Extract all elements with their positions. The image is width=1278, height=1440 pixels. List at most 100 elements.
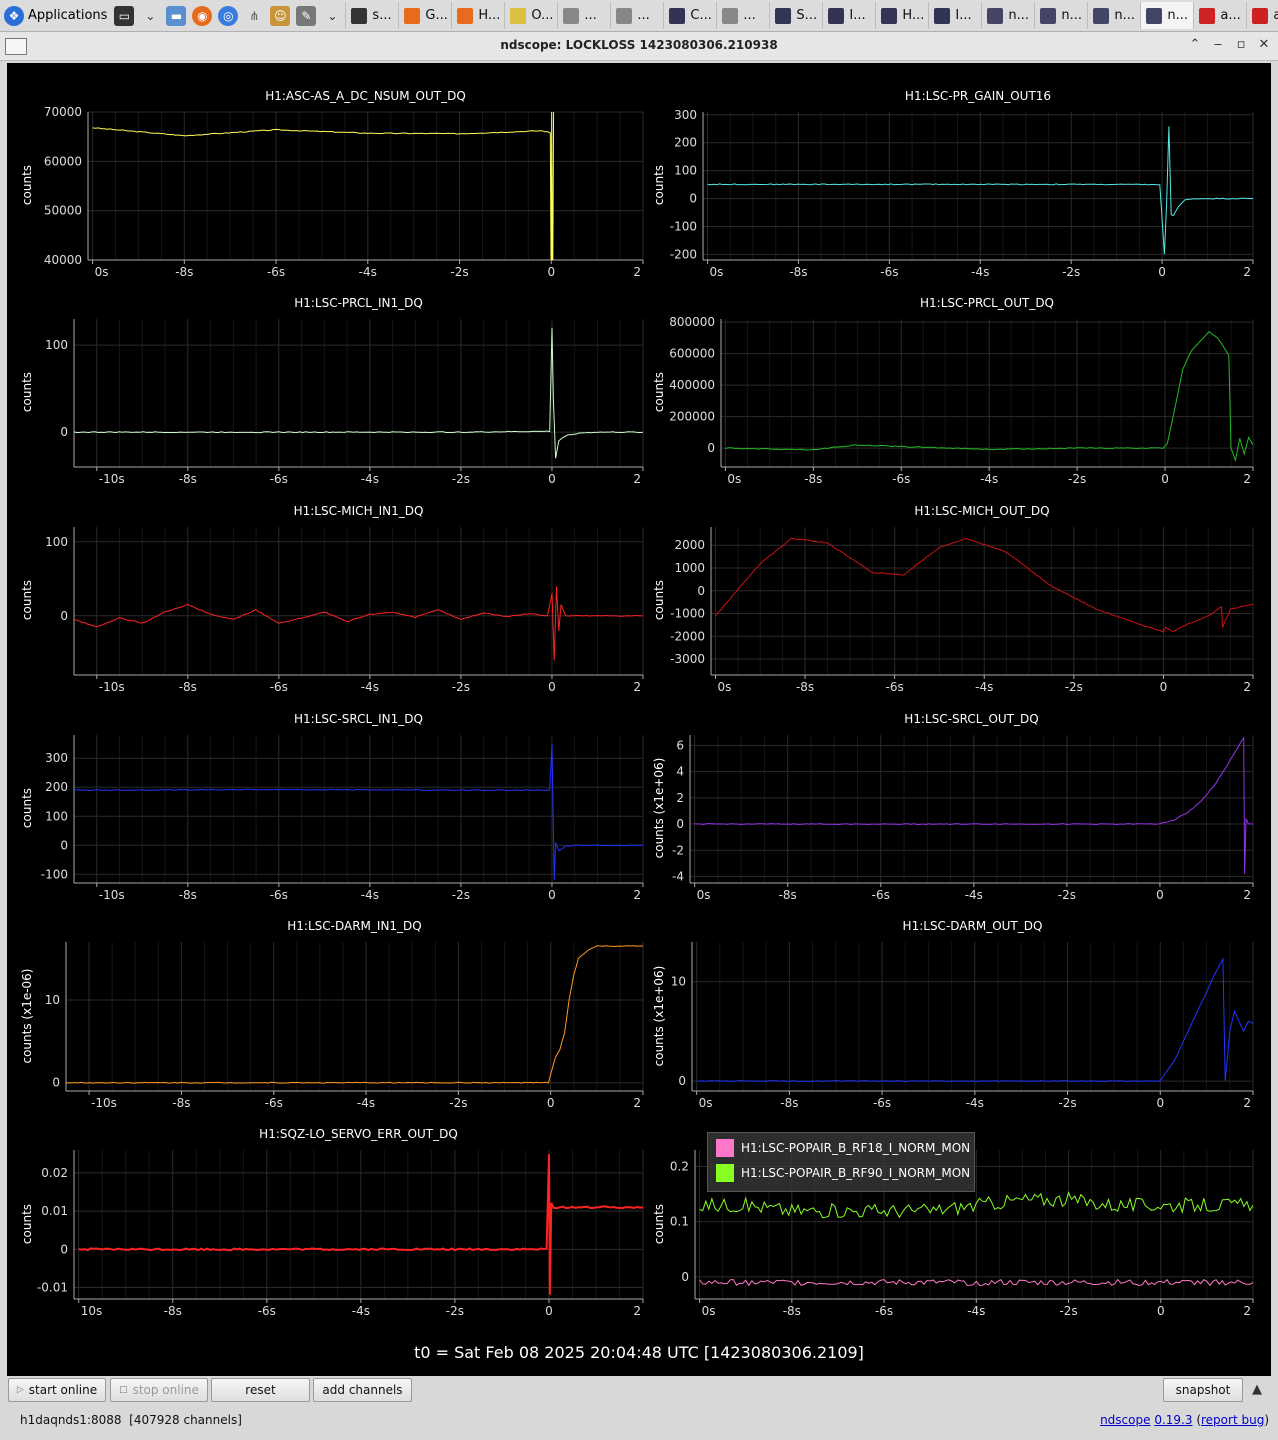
stop-online-button[interactable]: □ stop online <box>110 1378 208 1402</box>
x-tick-label: 0s <box>697 888 711 902</box>
y-tick-label: 600000 <box>669 347 715 361</box>
plot-title: H1:SQZ-LO_SERVO_ERR_OUT_DQ <box>259 1127 458 1141</box>
taskbar: ❖ Applications ▭ ⌄ ▬ ◉ ◎ ⋔ ☺ ✎ ⌄ s... G..… <box>0 0 1278 32</box>
keep-above-icon[interactable]: ⌃ <box>1189 37 1201 52</box>
y-tick-label: 0 <box>707 441 715 455</box>
start-online-button[interactable]: ▷ start online <box>8 1378 106 1402</box>
app-name-link[interactable]: ndscope <box>1100 1413 1151 1427</box>
x-tick-label: -8s <box>796 680 814 694</box>
taskbar-task[interactable]: I... <box>822 2 875 29</box>
browser-icon[interactable]: ◎ <box>218 5 239 26</box>
taskbar-task[interactable]: S... <box>769 2 822 29</box>
x-tick-label: -4s <box>980 472 998 486</box>
task-window-icon <box>563 7 580 24</box>
taskbar-task[interactable]: n... <box>1087 2 1140 29</box>
taskbar-task[interactable]: s... <box>345 2 398 29</box>
legend-label: H1:LSC-POPAIR_B_RF90_I_NORM_MON <box>741 1166 971 1180</box>
plot-9[interactable]: -10s -8s -6s -4s -2s 0 2 0 10 <box>7 63 1271 1376</box>
y-tick-label: -4 <box>672 869 684 883</box>
plot-11[interactable]: 10s -8s -6s -4s -2s 0 2 -0.01 0 0.01 0.02 <box>7 63 1271 1376</box>
taskbar-task[interactable]: I... <box>928 2 981 29</box>
plot-4[interactable]: 0s -8s -6s -4s -2s 0 2020000040000060000080000… <box>7 63 1271 1376</box>
chevron-down-icon[interactable]: ⌄ <box>145 8 156 23</box>
plot-8[interactable]: 0s -8s -6s -4s -2s 0 2 -4 -2 0 2 4 6 <box>7 63 1271 1376</box>
y-tick-label: 10 <box>671 975 686 989</box>
taskbar-task[interactable]: n... <box>1034 2 1087 29</box>
taskbar-task[interactable]: a... <box>1193 2 1246 29</box>
reset-button[interactable]: reset <box>211 1378 310 1402</box>
maximize-icon[interactable]: ▫ <box>1236 37 1246 52</box>
x-tick-label: -6s <box>265 1096 283 1110</box>
y-tick-label: 0 <box>676 817 684 831</box>
legend-item: H1:LSC-POPAIR_B_RF18_I_NORM_MON <box>716 1139 970 1157</box>
chevron-down-icon[interactable]: ⌄ <box>327 8 338 23</box>
plot-area[interactable]: t0 = Sat Feb 08 2025 20:04:48 UTC [14230… <box>7 63 1271 1376</box>
y-axis-label: counts <box>652 1203 666 1244</box>
users-icon[interactable]: ☺ <box>270 5 291 26</box>
terminal-icon[interactable]: ▭ <box>114 5 135 26</box>
plot-12[interactable]: 0s -8s -6s -4s -2s 0 2 0 0.1 0.2 <box>7 63 1271 1376</box>
x-tick-label: -8s <box>179 472 197 486</box>
report-bug-link[interactable]: report bug <box>1201 1413 1265 1427</box>
task-label: I... <box>955 8 972 23</box>
x-tick-label: 2 <box>1243 265 1251 279</box>
x-tick-label: 2 <box>633 472 641 486</box>
taskbar-task[interactable]: ... <box>610 2 663 29</box>
folder-icon[interactable]: ▬ <box>166 5 187 26</box>
y-tick-label: 400000 <box>669 378 715 392</box>
taskbar-task[interactable]: H... <box>875 2 928 29</box>
y-tick-label: 0 <box>60 609 68 623</box>
notes-icon[interactable]: ✎ <box>296 5 317 26</box>
taskbar-task[interactable]: H... <box>451 2 504 29</box>
y-tick-label: 0 <box>697 584 705 598</box>
plot-title: H1:LSC-MICH_OUT_DQ <box>914 504 1050 518</box>
minimize-icon[interactable]: ‒ <box>1213 37 1223 52</box>
x-tick-label: 0s <box>717 680 731 694</box>
y-tick-label: -1000 <box>670 607 705 621</box>
x-tick-label: -4s <box>359 265 377 279</box>
y-tick-label: 0 <box>689 192 697 206</box>
x-tick-label: -4s <box>361 680 379 694</box>
taskbar-task[interactable]: ... <box>557 2 610 29</box>
task-window-icon <box>828 7 845 24</box>
taskbar-task[interactable]: O... <box>504 2 557 29</box>
task-label: n... <box>1114 8 1136 23</box>
taskbar-task[interactable]: C... <box>663 2 716 29</box>
task-label: G... <box>425 8 448 23</box>
firefox-icon[interactable]: ◉ <box>192 5 213 26</box>
legend[interactable]: H1:LSC-POPAIR_B_RF18_I_NORM_MON H1:LSC-PO… <box>707 1132 975 1192</box>
taskbar-task[interactable]: a... <box>1246 2 1278 29</box>
x-tick-label: 0 <box>548 472 556 486</box>
y-tick-label: 0 <box>52 1076 60 1090</box>
x-tick-label: -2s <box>1058 888 1076 902</box>
taskbar-task[interactable]: n... <box>1140 2 1194 29</box>
window-menu-button[interactable] <box>5 38 27 55</box>
reset-label: reset <box>245 1383 276 1397</box>
y-tick-label: 40000 <box>44 253 82 267</box>
series-line <box>92 112 555 260</box>
y-tick-label: 200 <box>45 780 68 794</box>
x-tick-label: -4s <box>971 265 989 279</box>
x-tick-label: -8s <box>783 1304 801 1318</box>
version-link[interactable]: 0.19.3 <box>1154 1413 1193 1427</box>
close-icon[interactable]: ✕ <box>1258 37 1270 52</box>
taskbar-task[interactable]: ... <box>716 2 769 29</box>
applications-menu[interactable]: ❖ Applications <box>0 0 111 31</box>
collapse-up-icon[interactable]: ▲ <box>1252 1382 1262 1397</box>
y-tick-label: 200000 <box>669 410 715 424</box>
snapshot-button[interactable]: snapshot <box>1163 1378 1243 1402</box>
y-tick-label: 100 <box>45 809 68 823</box>
add-channels-button[interactable]: add channels <box>313 1378 412 1402</box>
taskbar-task[interactable]: G... <box>398 2 451 29</box>
x-tick-label: -6s <box>270 680 288 694</box>
plot-10[interactable]: 0s -8s -6s -4s -2s 0 2 0 10 <box>7 63 1271 1376</box>
taskbar-task[interactable]: n... <box>981 2 1034 29</box>
share-icon[interactable]: ⋔ <box>249 8 260 23</box>
y-tick-label: 0 <box>60 425 68 439</box>
